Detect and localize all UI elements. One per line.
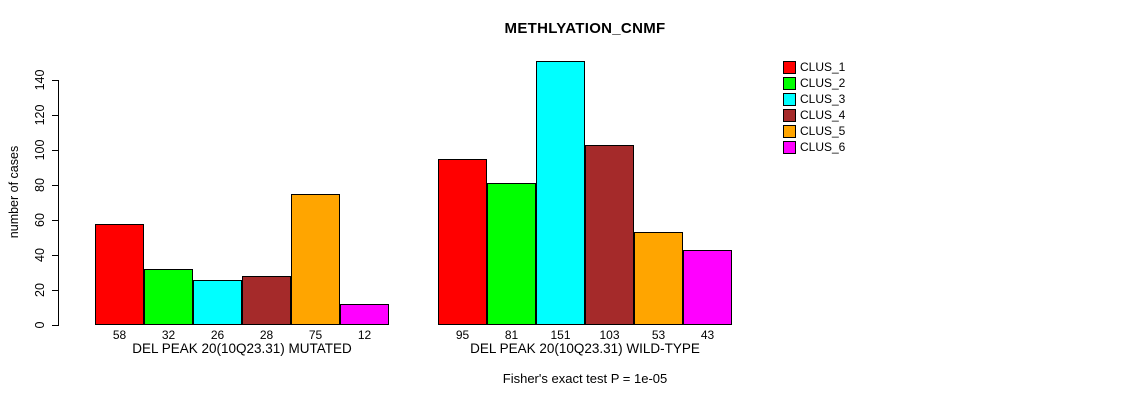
bar-clus_4-group1 bbox=[242, 276, 291, 325]
legend-swatch-clus_6 bbox=[783, 141, 796, 154]
bar-clus_2-group1 bbox=[144, 269, 193, 325]
y-tick-label: 20 bbox=[33, 283, 47, 297]
bar-clus_6-group1 bbox=[340, 304, 389, 325]
bar-value-label: 103 bbox=[599, 328, 620, 342]
chart-title: METHLYATION_CNMF bbox=[504, 20, 666, 37]
legend-swatch-clus_1 bbox=[783, 61, 796, 74]
bar-value-label: 95 bbox=[455, 328, 470, 342]
y-axis-tick bbox=[52, 324, 59, 326]
bar-clus_6-group2 bbox=[683, 249, 732, 325]
x-group-label: DEL PEAK 20(10Q23.31) WILD-TYPE bbox=[470, 341, 700, 356]
legend-swatch-clus_4 bbox=[783, 109, 796, 122]
y-axis-tick bbox=[52, 289, 59, 291]
bar-clus_5-group2 bbox=[634, 232, 683, 325]
bar-value-label: 151 bbox=[550, 328, 571, 342]
bar-clus_1-group1 bbox=[95, 223, 144, 325]
y-tick-label: 80 bbox=[33, 178, 47, 192]
legend-label: CLUS_4 bbox=[800, 108, 846, 122]
bar-value-label: 12 bbox=[357, 328, 372, 342]
y-axis-tick bbox=[52, 254, 59, 256]
bar-clus_3-group1 bbox=[193, 279, 242, 325]
bar-clus_5-group1 bbox=[291, 193, 340, 325]
legend-swatch-clus_2 bbox=[783, 77, 796, 90]
fisher-test-annotation: Fisher's exact test P = 1e-05 bbox=[502, 371, 668, 386]
y-tick-label: 120 bbox=[33, 104, 47, 126]
legend-label: CLUS_2 bbox=[800, 76, 846, 90]
y-axis-tick bbox=[52, 149, 59, 151]
y-axis-line bbox=[58, 80, 59, 326]
bar-value-label: 43 bbox=[700, 328, 715, 342]
y-axis-tick bbox=[52, 184, 59, 186]
bar-clus_1-group2 bbox=[438, 158, 487, 325]
plot-area: 0 20 40 60 80 100 120 140 58 32 26 28 75 12 DEL PEAK 2… bbox=[33, 60, 732, 356]
legend-label: CLUS_5 bbox=[800, 124, 846, 138]
y-axis-tick bbox=[52, 219, 59, 221]
x-group-label: DEL PEAK 20(10Q23.31) MUTATED bbox=[132, 341, 352, 356]
legend-label: CLUS_6 bbox=[800, 140, 846, 154]
bar-value-label: 53 bbox=[651, 328, 666, 342]
bar-value-label: 58 bbox=[112, 328, 127, 342]
bar-value-label: 81 bbox=[504, 328, 519, 342]
bar-value-label: 32 bbox=[161, 328, 176, 342]
y-tick-label: 0 bbox=[33, 321, 47, 329]
y-tick-label: 100 bbox=[33, 139, 47, 161]
bar-clus_3-group2 bbox=[536, 60, 585, 325]
legend-swatch-clus_5 bbox=[783, 125, 796, 138]
bar-value-label: 75 bbox=[308, 328, 323, 342]
legend-label: CLUS_1 bbox=[800, 60, 846, 74]
legend-swatch-clus_3 bbox=[783, 93, 796, 106]
y-tick-label: 140 bbox=[33, 69, 47, 91]
bar-value-label: 28 bbox=[259, 328, 274, 342]
bar-clus_4-group2 bbox=[585, 144, 634, 325]
y-tick-label: 40 bbox=[33, 248, 47, 262]
y-axis-tick bbox=[52, 79, 59, 81]
bar-value-label: 26 bbox=[210, 328, 225, 342]
legend: CLUS_1 CLUS_2 CLUS_3 CLUS_4 CLUS_5 CLUS_6 bbox=[783, 59, 903, 159]
y-tick-label: 60 bbox=[33, 213, 47, 227]
legend-label: CLUS_3 bbox=[800, 92, 846, 106]
bar-clus_2-group2 bbox=[487, 183, 536, 325]
y-axis-tick bbox=[52, 114, 59, 116]
